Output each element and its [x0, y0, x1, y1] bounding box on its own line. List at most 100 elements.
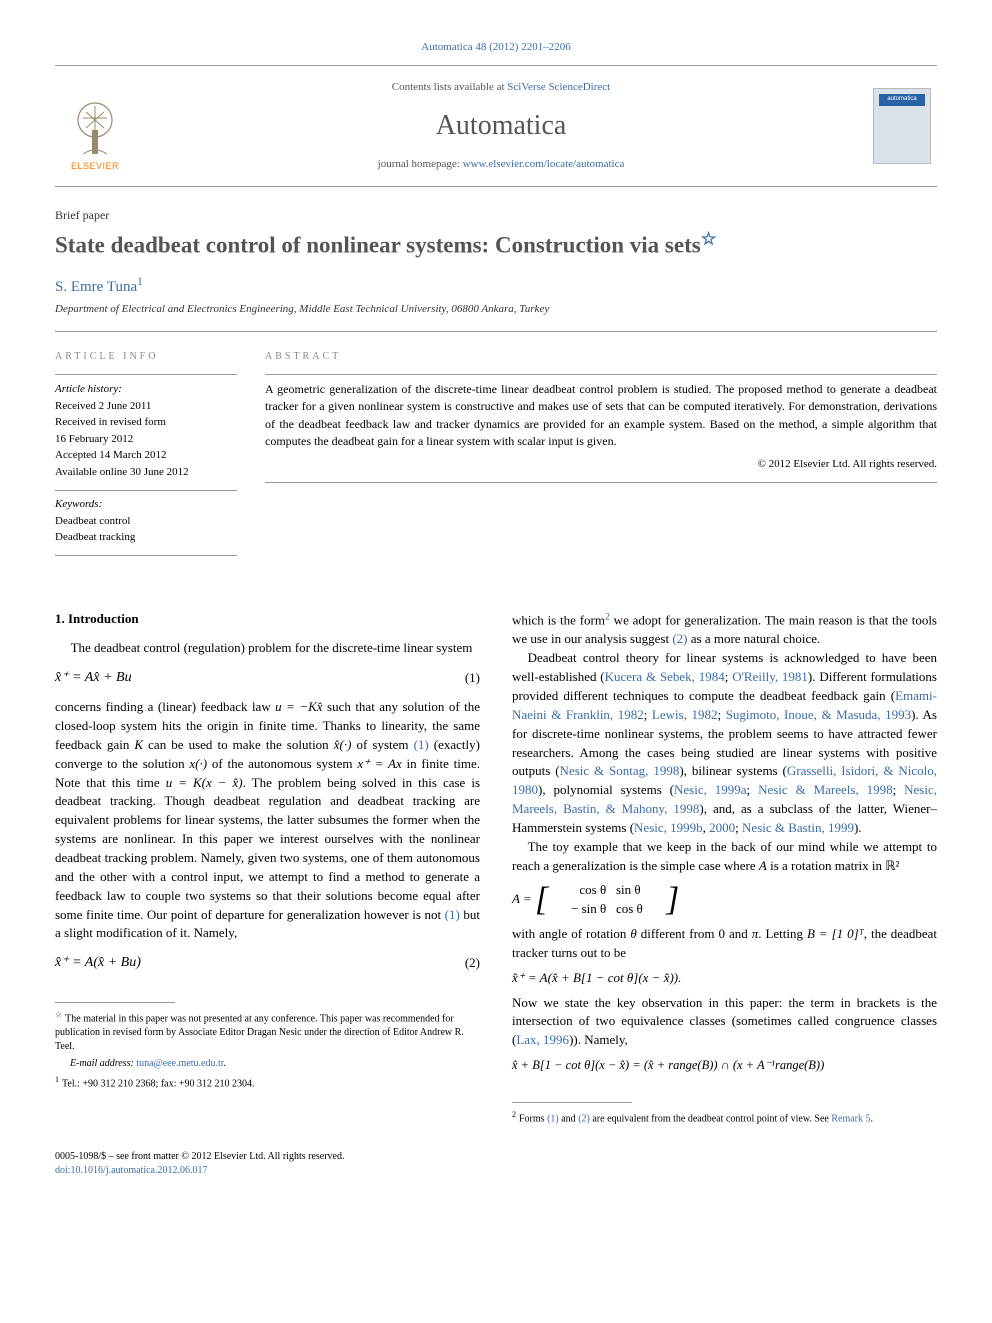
divider — [265, 482, 937, 483]
footnote-mark: 1 — [55, 1075, 59, 1084]
citation-link[interactable]: Nesic & Mareels, 1998 — [758, 782, 893, 797]
affiliation: Department of Electrical and Electronics… — [55, 302, 937, 317]
footnote-1: 1Tel.: +90 312 210 2368; fax: +90 312 21… — [55, 1074, 480, 1091]
footnote-text: Tel.: +90 312 210 2368; fax: +90 312 210… — [62, 1078, 255, 1089]
divider — [265, 374, 937, 375]
keyword-1: Deadbeat control — [55, 515, 130, 527]
equation-matrix: A = [cos θ sin θ− sin θ cos θ] — [512, 881, 937, 919]
citation-link[interactable]: O'Reilly, 1981 — [732, 669, 808, 684]
equation-body: x̂⁺ = A(x̂ + Bu) — [55, 953, 465, 973]
equation-display: x̂⁺ = A(x̂ + B[1 − cot θ](x − x̂)). — [512, 969, 937, 988]
contents-line: Contents lists available at SciVerse Sci… — [135, 80, 867, 95]
citation-link[interactable]: Automatica 48 (2012) 2201–2206 — [421, 41, 570, 53]
sciencedirect-link[interactable]: SciVerse ScienceDirect — [507, 81, 610, 93]
footnote-mark: 2 — [512, 1110, 516, 1119]
history-revised: Received in revised form — [55, 416, 166, 428]
history-label: Article history: — [55, 383, 122, 395]
citation-link[interactable]: Nesic & Bastin, 1999 — [742, 820, 854, 835]
publisher-logo: ELSEVIER — [55, 80, 135, 172]
copyright-block: 0005-1098/$ – see front matter © 2012 El… — [55, 1150, 937, 1178]
publisher-name: ELSEVIER — [71, 160, 119, 173]
equation-body: x̂⁺ = Ax̂ + Bu — [55, 668, 465, 688]
contents-prefix: Contents lists available at — [392, 81, 507, 93]
equation-ref-link[interactable]: (1) — [547, 1114, 559, 1125]
footnote-text: The material in this paper was not prese… — [55, 1013, 464, 1052]
citation-header: Automatica 48 (2012) 2201–2206 — [55, 40, 937, 55]
column-right: which is the form2 we adopt for generali… — [512, 610, 937, 1129]
inline-math: u = −Kx̂ — [275, 699, 322, 714]
homepage-link[interactable]: www.elsevier.com/locate/automatica — [463, 158, 625, 170]
section-heading: 1. Introduction — [55, 610, 480, 629]
history-received: Received 2 June 2011 — [55, 400, 151, 412]
inline-math: u = K(x − x̂) — [166, 775, 243, 790]
divider — [55, 490, 237, 491]
copyright: © 2012 Elsevier Ltd. All rights reserved… — [265, 457, 937, 472]
body-text: The deadbeat control (regulation) proble… — [55, 639, 480, 658]
divider — [55, 555, 237, 556]
body-text: The toy example that we keep in the back… — [512, 838, 937, 876]
equation-ref-link[interactable]: (1) — [414, 737, 429, 752]
citation-link[interactable]: Nesic, 1999b — [634, 820, 703, 835]
author-link[interactable]: S. Emre Tuna — [55, 279, 137, 295]
email-link[interactable]: tuna@eee.metu.edu.tr — [136, 1058, 223, 1069]
citation-link[interactable]: 2000 — [709, 820, 735, 835]
doi-link[interactable]: doi:10.1016/j.automatica.2012.06.017 — [55, 1165, 207, 1176]
body-text: Deadbeat control theory for linear syste… — [512, 649, 937, 837]
citation-link[interactable]: Kucera & Sebek, 1984 — [605, 669, 725, 684]
inline-math: x(·) — [189, 756, 207, 771]
body-text: Now we state the key observation in this… — [512, 994, 937, 1051]
keywords-label: Keywords: — [55, 497, 237, 512]
footnote-divider — [512, 1102, 632, 1103]
keyword-2: Deadbeat tracking — [55, 531, 135, 543]
inline-math: x⁺ = Ax — [357, 756, 401, 771]
issn-line: 0005-1098/$ – see front matter © 2012 El… — [55, 1151, 344, 1162]
matrix-lhs: A = — [512, 891, 535, 906]
author-line: S. Emre Tuna1 — [55, 275, 937, 298]
equation-number: (2) — [465, 954, 480, 973]
inline-math: B = [1 0]ᵀ — [807, 926, 864, 941]
article-type: Brief paper — [55, 207, 937, 224]
equation-2: x̂⁺ = A(x̂ + Bu) (2) — [55, 953, 480, 973]
history-revised-date: 16 February 2012 — [55, 433, 133, 445]
article-info-label: ARTICLE INFO — [55, 350, 237, 364]
author-footnote-link[interactable]: 1 — [137, 279, 143, 295]
column-left: 1. Introduction The deadbeat control (re… — [55, 610, 480, 1129]
paper-title: State deadbeat control of nonlinear syst… — [55, 228, 937, 261]
journal-title: Automatica — [135, 106, 867, 145]
footnote-star: ☆The material in this paper was not pres… — [55, 1009, 480, 1054]
cover-thumbnail-icon — [873, 88, 931, 164]
title-text: State deadbeat control of nonlinear syst… — [55, 233, 701, 258]
citation-link[interactable]: Nesic, 1999a — [674, 782, 747, 797]
citation-link[interactable]: Nesic & Sontag, 1998 — [560, 763, 680, 778]
body-text: which is the form2 we adopt for generali… — [512, 610, 937, 649]
inline-math: x̂(·) — [334, 737, 352, 752]
footnote-divider — [55, 1002, 175, 1003]
divider — [55, 374, 237, 375]
bracket-icon: [ — [535, 883, 548, 917]
equation-ref-link[interactable]: (2) — [578, 1114, 590, 1125]
matrix-cell: cos θ — [616, 900, 662, 919]
abstract-label: ABSTRACT — [265, 350, 937, 364]
footnote-2: 2Forms (1) and (2) are equivalent from t… — [512, 1109, 937, 1126]
inline-math: ℝ² — [885, 858, 899, 873]
body-text: concerns finding a (linear) feedback law… — [55, 698, 480, 943]
equation-ref-link[interactable]: (2) — [672, 631, 687, 646]
journal-cover — [867, 80, 937, 172]
footnote-mark: ☆ — [55, 1010, 62, 1019]
inline-math: K — [134, 737, 143, 752]
divider — [55, 331, 937, 332]
citation-link[interactable]: Lewis, 1982 — [652, 707, 718, 722]
equation-1: x̂⁺ = Ax̂ + Bu (1) — [55, 668, 480, 688]
remark-ref-link[interactable]: Remark 5 — [831, 1114, 870, 1125]
equation-ref-link[interactable]: (1) — [445, 907, 460, 922]
homepage-prefix: journal homepage: — [378, 158, 463, 170]
equation-display: x̂ + B[1 − cot θ](x − x̂) = (x̂ + range(… — [512, 1056, 937, 1074]
history-accepted: Accepted 14 March 2012 — [55, 449, 167, 461]
history-online: Available online 30 June 2012 — [55, 466, 189, 478]
title-footnote-link[interactable]: ☆ — [701, 233, 716, 258]
citation-link[interactable]: Lax, 1996 — [516, 1032, 569, 1047]
author-sup: 1 — [137, 276, 143, 288]
equation-number: (1) — [465, 669, 480, 688]
citation-link[interactable]: Sugimoto, Inoue, & Masuda, 1993 — [726, 707, 911, 722]
keywords-block: Keywords: Deadbeat control Deadbeat trac… — [55, 497, 237, 545]
